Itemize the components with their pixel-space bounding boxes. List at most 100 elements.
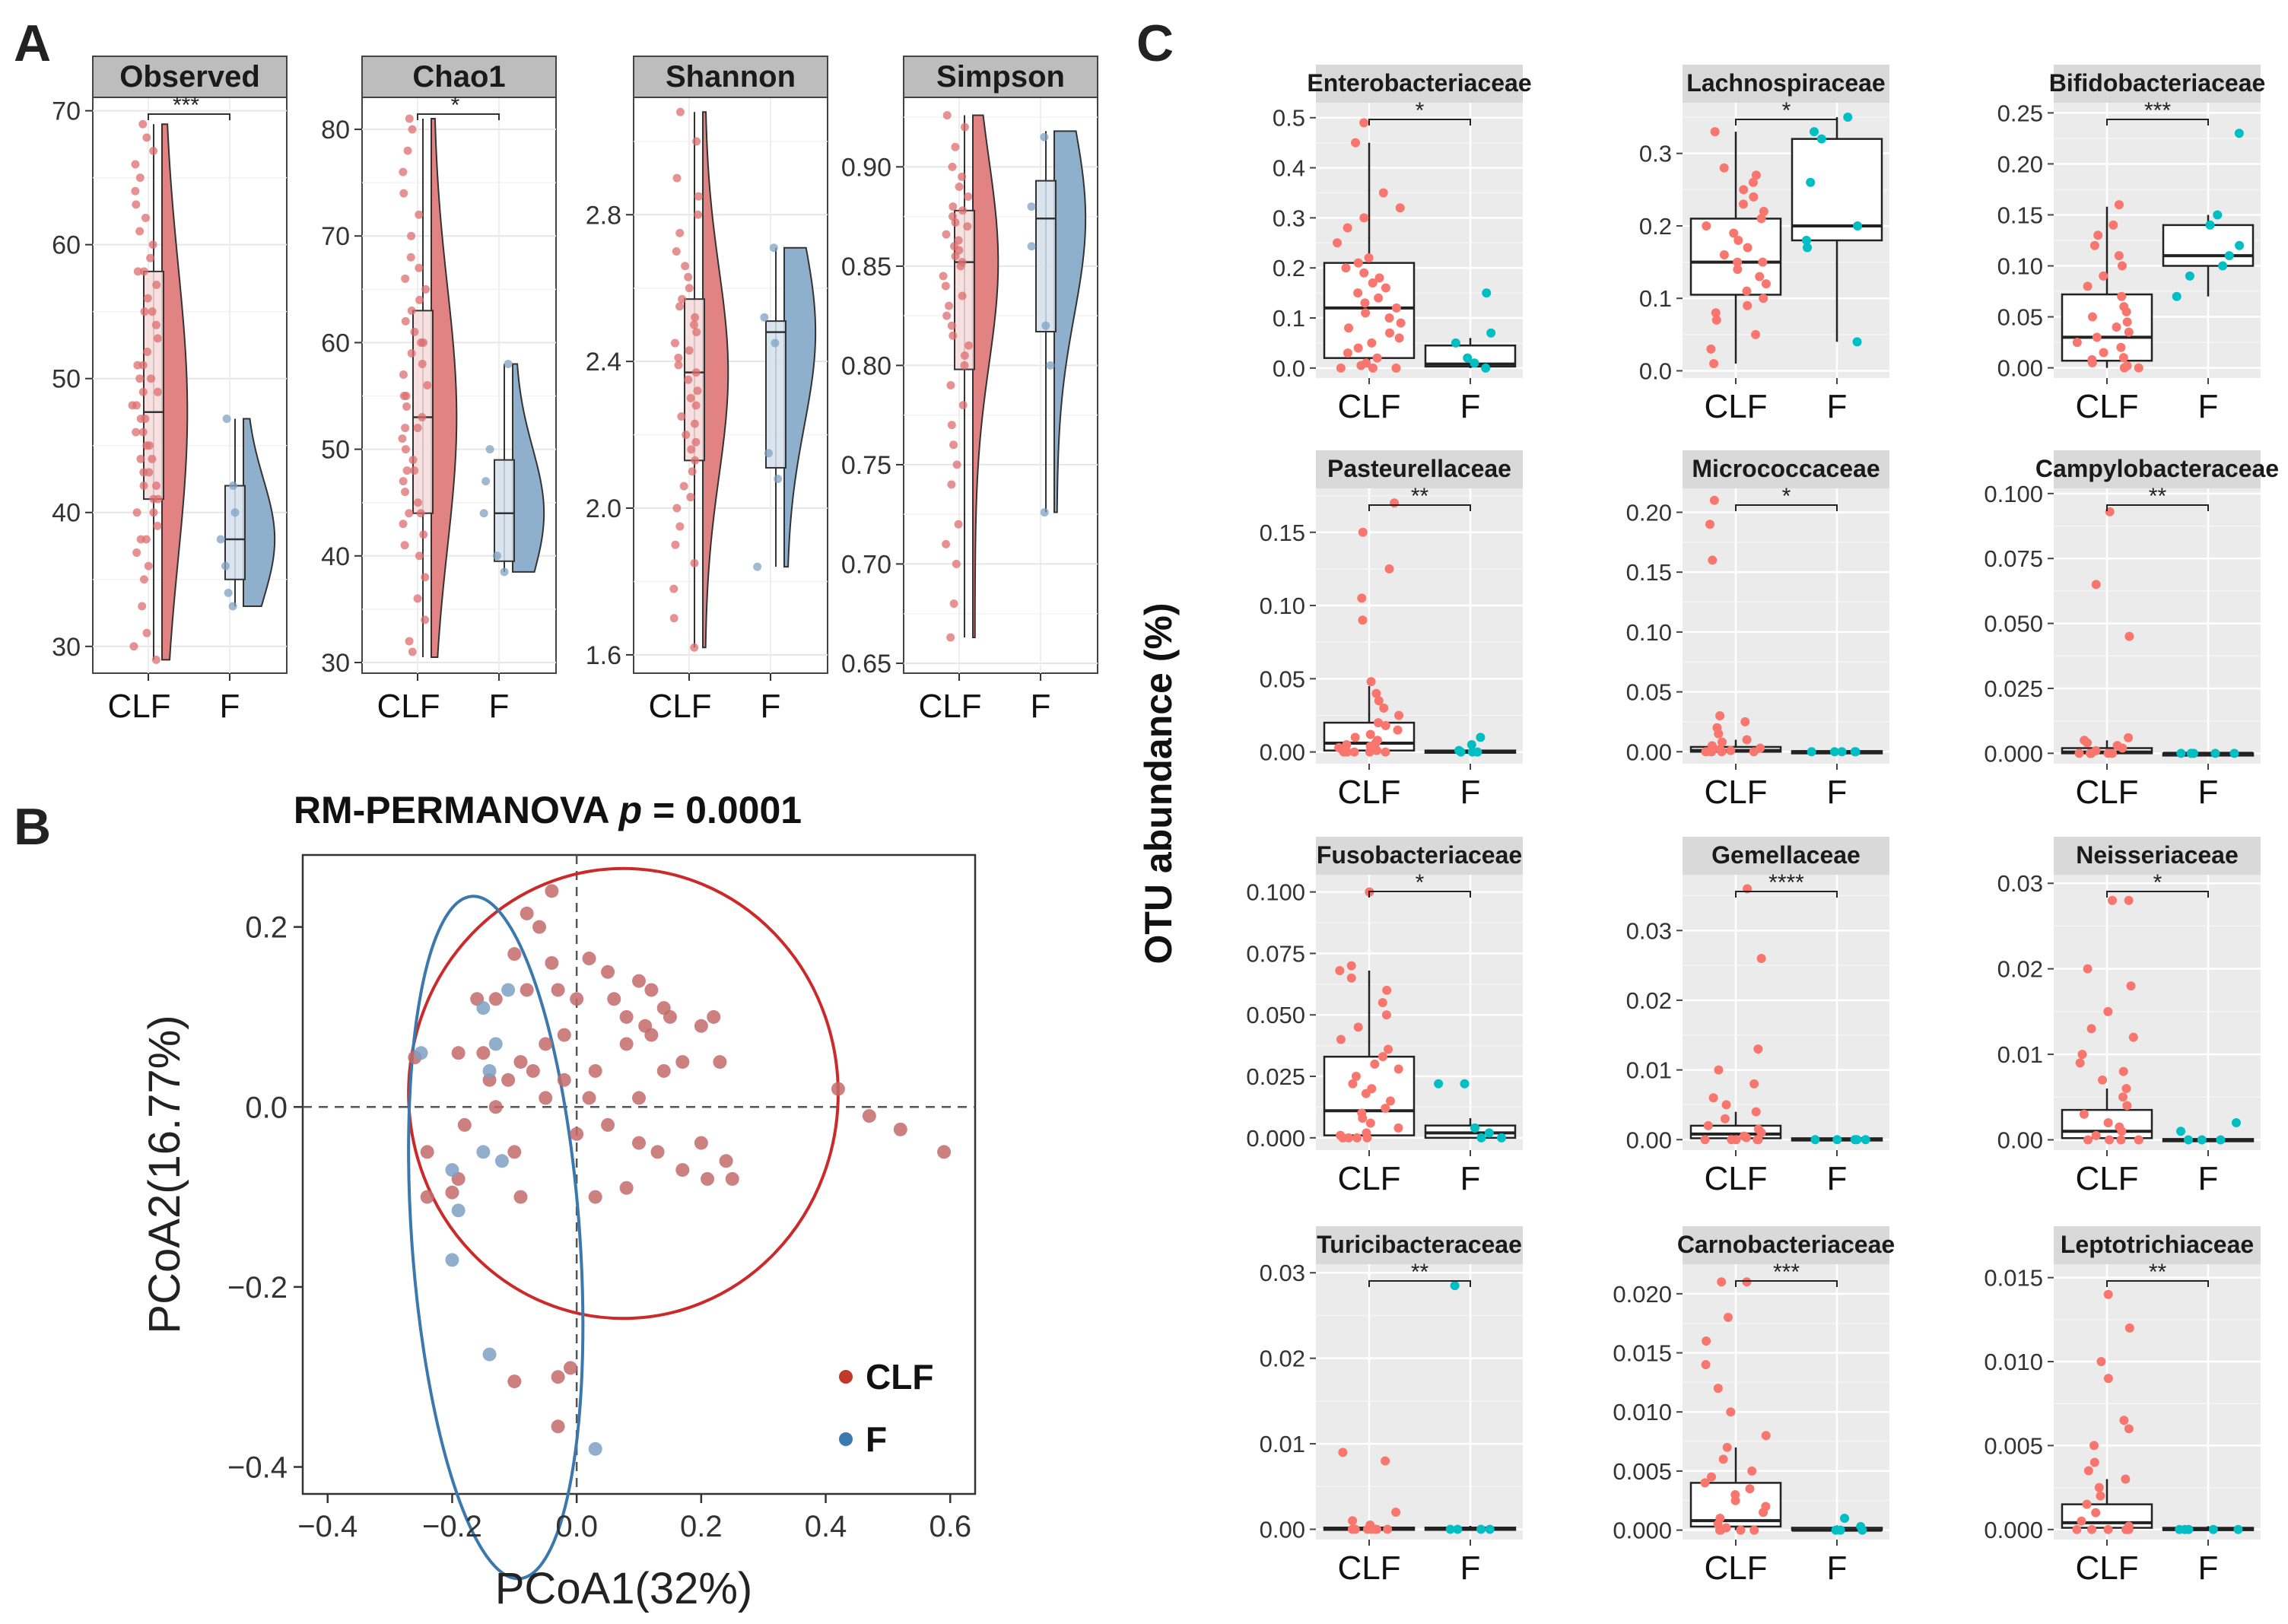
c-point-clf <box>2122 1101 2132 1111</box>
c-point-clf <box>2092 332 2102 342</box>
a-point-f <box>753 562 762 571</box>
c-strip <box>1316 65 1523 103</box>
a-point-f <box>222 415 231 424</box>
c-sig-label: * <box>1782 484 1791 509</box>
c-point-clf <box>1378 1052 1387 1062</box>
c-strip-title: Lachnospiraceae <box>1686 69 1885 97</box>
c-sig-label: **** <box>1768 870 1804 895</box>
c-y-tick-label: 0.025 <box>1984 675 2043 702</box>
c-point-clf <box>2103 748 2113 758</box>
c-y-tick-label: 0.02 <box>1260 1346 1305 1372</box>
b-ellipse-f <box>407 895 585 1581</box>
b-point-clf <box>520 906 534 920</box>
b-point-clf <box>539 1037 553 1051</box>
c-point-clf <box>1374 293 1384 303</box>
c-y-tick-label: 0.00 <box>1626 739 1672 765</box>
a-point-clf <box>142 133 151 142</box>
a-point-f <box>1046 361 1055 370</box>
b-point-clf <box>488 1100 503 1114</box>
b-y-tick-label: −0.2 <box>227 1271 288 1305</box>
a-point-clf <box>401 424 410 433</box>
c-point-clf <box>1336 1034 1346 1044</box>
a-point-clf <box>694 192 703 201</box>
c-point-clf <box>2083 1466 2093 1476</box>
a-point-clf <box>964 192 973 202</box>
c-x-tick-label: F <box>2198 388 2219 425</box>
panel-b: RM-PERMANOVA p = 0.0001 −0.4 −0.2 0.0 0.2 0.4… <box>140 789 977 1613</box>
c-point-f <box>2183 1135 2193 1145</box>
b-point-clf <box>420 1190 434 1204</box>
a-point-clf <box>148 307 157 316</box>
a-point-f <box>221 561 230 570</box>
c-x-tick-label: F <box>1460 1549 1481 1587</box>
c-point-clf <box>1374 718 1384 728</box>
a-point-clf <box>942 311 952 320</box>
c-y-tick-label: 0.01 <box>1997 1041 2043 1068</box>
c-plot-bg <box>1683 488 1889 764</box>
a-point-clf <box>148 454 157 463</box>
a-point-clf <box>139 575 148 584</box>
a-point-clf <box>413 594 422 603</box>
c-y-tick-label: 0.10 <box>1997 253 2043 280</box>
c-point-clf <box>1365 1520 1375 1530</box>
c-point-f <box>1803 243 1813 253</box>
c-point-clf <box>1708 555 1718 565</box>
a-point-clf <box>964 341 974 350</box>
c-point-clf <box>2126 981 2136 991</box>
c-point-clf <box>2124 733 2134 742</box>
c-point-clf <box>2118 353 2128 363</box>
a-point-clf <box>143 347 152 356</box>
c-point-f <box>1485 1524 1495 1534</box>
b-point-clf <box>893 1122 907 1136</box>
a-point-clf <box>690 643 699 652</box>
c-point-clf <box>2105 1135 2115 1145</box>
c-point-clf <box>2083 1135 2093 1145</box>
c-point-clf <box>2072 338 2082 348</box>
c-point-clf <box>1368 278 1378 288</box>
a-strip <box>633 56 828 98</box>
c-point-f <box>2216 1135 2226 1145</box>
c-point-clf <box>2124 895 2134 905</box>
c-point-clf <box>2074 748 2084 758</box>
a-point-f <box>769 243 778 253</box>
c-x-tick-label: F <box>1460 1160 1481 1197</box>
a-point-clf <box>945 301 954 310</box>
c-point-clf <box>2114 200 2124 210</box>
a-subplot-observed: Observed 30 40 50 60 70 CLF F *** <box>52 56 288 725</box>
c-point-clf <box>1381 283 1390 293</box>
c-point-clf <box>2121 1084 2131 1094</box>
a-point-clf <box>947 421 956 430</box>
a-point-f <box>500 567 509 577</box>
a-point-clf <box>141 535 151 544</box>
c-point-clf <box>1342 739 1352 749</box>
a-point-clf <box>421 284 431 294</box>
b-point-clf <box>570 1127 584 1141</box>
c-y-tick-label: 0.5 <box>1273 105 1305 132</box>
c-x-tick-label: CLF <box>1704 1160 1767 1197</box>
c-point-clf <box>2124 327 2134 337</box>
a-point-clf <box>399 167 408 176</box>
c-strip-title: Fusobacteriaceae <box>1317 841 1522 869</box>
a-point-f <box>1040 508 1049 517</box>
a-point-clf <box>408 456 418 465</box>
a-point-clf <box>145 441 154 450</box>
c-point-f <box>2213 210 2223 220</box>
a-strip-title: Chao1 <box>412 60 505 94</box>
c-y-tick-label: 0.02 <box>1626 987 1672 1014</box>
c-y-tick-label: 0.05 <box>1626 679 1672 706</box>
b-point-clf <box>644 983 659 997</box>
a-point-clf <box>401 445 410 454</box>
a-violin-f <box>1053 130 1087 513</box>
a-point-clf <box>149 508 158 517</box>
a-point-f <box>760 313 769 322</box>
c-point-clf <box>2086 1024 2096 1034</box>
c-point-clf <box>1747 1466 1757 1476</box>
c-point-clf <box>1749 1525 1759 1535</box>
a-sig-label: * <box>451 93 460 118</box>
a-point-clf <box>139 267 148 276</box>
a-y-tick-label: 40 <box>52 499 81 528</box>
c-point-clf <box>1359 268 1369 278</box>
c-y-tick-label: 0.10 <box>1260 593 1305 619</box>
c-plot-bg <box>1683 875 1889 1150</box>
a-point-clf <box>960 351 969 360</box>
